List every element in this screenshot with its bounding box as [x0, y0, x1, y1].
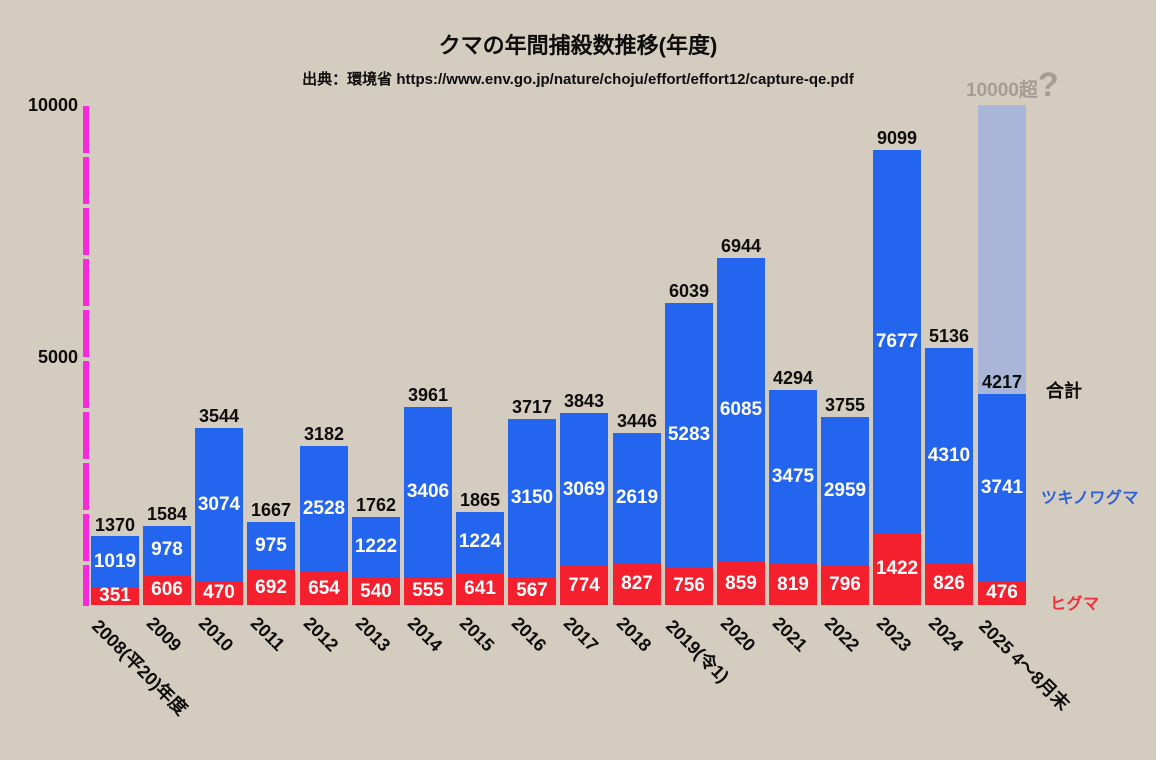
projection-bar [978, 104, 1026, 395]
bar-total-label: 4217 [981, 372, 1023, 393]
x-axis-label: 2014 [403, 613, 447, 656]
bar-total-label: 3755 [824, 395, 866, 416]
bar-segment-tsukinowaguma: 3475 [769, 390, 817, 564]
bar-segment-tsukinowaguma: 3150 [508, 419, 556, 577]
bar-segment-higuma: 692 [247, 570, 295, 605]
bar-total-label: 4294 [772, 368, 814, 389]
bar-segment-higuma: 819 [769, 564, 817, 605]
bar-segment-tsukinowaguma: 3406 [404, 406, 452, 578]
x-axis-label: 2011 [246, 613, 289, 655]
x-axis-label: 2025 4〜8月末 [975, 615, 1074, 715]
chart-source: 出典：環境省 https://www.env.go.jp/nature/choj… [302, 71, 854, 88]
x-axis-label: 2012 [299, 613, 343, 656]
bar-total-label: 1584 [146, 503, 188, 524]
x-axis-label: 2022 [820, 613, 864, 656]
x-axis-label: 2020 [716, 613, 760, 656]
bar-segment-higuma: 859 [717, 562, 765, 605]
x-axis-label: 2018 [612, 613, 656, 656]
y-tick-5000: 5000 [37, 347, 78, 367]
bar-segment-higuma: 826 [925, 563, 973, 605]
bar-segment-higuma: 756 [665, 567, 713, 605]
bar-total-label: 3446 [616, 410, 658, 431]
bar-segment-higuma: 567 [508, 576, 556, 605]
bar-total-label: 6039 [668, 281, 710, 302]
bar-segment-tsukinowaguma: 1224 [456, 511, 504, 573]
bar-segment-tsukinowaguma: 5283 [665, 303, 713, 568]
bar-total-label: 3544 [198, 405, 240, 426]
x-axis-label: 2024 [924, 613, 968, 656]
bar-segment-tsukinowaguma: 978 [143, 525, 191, 575]
bar-segment-higuma: 606 [143, 574, 191, 605]
over-ten-thousand-label: 10000超 [966, 80, 1038, 101]
bar-segment-tsukinowaguma: 4310 [925, 348, 973, 564]
x-axis-label: 2023 [872, 613, 916, 656]
x-axis-label: 2017 [559, 613, 603, 656]
bar-total-label: 1865 [459, 489, 501, 510]
bar-total-label: 6944 [720, 235, 762, 256]
bar-total-label: 1370 [94, 514, 136, 535]
y-tick-10000: 10000 [27, 95, 78, 115]
legend-total-label: 合計 [1046, 381, 1082, 401]
bar-segment-higuma: 540 [352, 578, 400, 605]
question-mark-icon: ? [1037, 66, 1059, 104]
bar-segment-higuma: 774 [560, 566, 608, 605]
plot-area: 351 1019 1370 2008(平20)年度 606 978 1584 2009 470 3… [88, 104, 1073, 719]
projection-annotation: 10000超? [966, 66, 1059, 105]
bar-total-label: 3717 [511, 397, 553, 418]
bar-segment-tsukinowaguma: 3074 [195, 427, 243, 582]
x-axis-label: 2013 [351, 613, 395, 656]
bar-segment-tsukinowaguma: 975 [247, 521, 295, 571]
bar-segment-higuma: 351 [91, 585, 139, 606]
bar-segment-tsukinowaguma: 3069 [560, 412, 608, 567]
bar-total-label: 9099 [876, 128, 918, 148]
bar-segment-higuma: 827 [613, 563, 661, 605]
bar-total-label: 1667 [250, 499, 292, 520]
bar-total-label: 3182 [303, 423, 345, 444]
bar-segment-higuma: 1422 [873, 533, 921, 605]
bar-segment-tsukinowaguma: 7677 [873, 150, 921, 534]
chart-title: クマの年間捕殺数推移(年度) [438, 33, 718, 58]
bar-segment-tsukinowaguma: 2959 [821, 417, 869, 566]
bar-segment-higuma: 470 [195, 581, 243, 605]
x-axis-label: 2008(平20)年度 [88, 615, 192, 720]
bar-total-label: 3843 [563, 390, 605, 411]
x-axis-label: 2015 [455, 613, 499, 656]
x-axis-label: 2009 [142, 613, 186, 656]
bar-segment-higuma: 796 [821, 565, 869, 605]
bar-total-label: 5136 [928, 326, 970, 347]
bar-segment-higuma: 476 [978, 581, 1026, 605]
legend-tsukinowaguma-label: ツキノワグマ [1041, 490, 1139, 507]
bar-segment-higuma: 555 [404, 577, 452, 605]
bar-segment-tsukinowaguma: 2528 [300, 445, 348, 573]
bar-segment-tsukinowaguma: 3741 [978, 394, 1026, 582]
x-axis-label: 2021 [768, 613, 812, 656]
bar-total-label: 3961 [407, 384, 449, 405]
bar-segment-tsukinowaguma: 2619 [613, 432, 661, 564]
bar-segment-higuma: 641 [456, 572, 504, 605]
bar-total-label: 1762 [355, 494, 397, 515]
bar-segment-tsukinowaguma: 1222 [352, 516, 400, 578]
legend-higuma-label: ヒグマ [1050, 596, 1100, 613]
bar-segment-tsukinowaguma: 1019 [91, 536, 139, 588]
x-axis-label: 2016 [507, 613, 551, 656]
y-axis-dashed-line [83, 106, 89, 606]
x-axis-label: 2010 [194, 613, 238, 656]
bar-segment-tsukinowaguma: 6085 [717, 257, 765, 562]
bar-segment-higuma: 654 [300, 572, 348, 605]
